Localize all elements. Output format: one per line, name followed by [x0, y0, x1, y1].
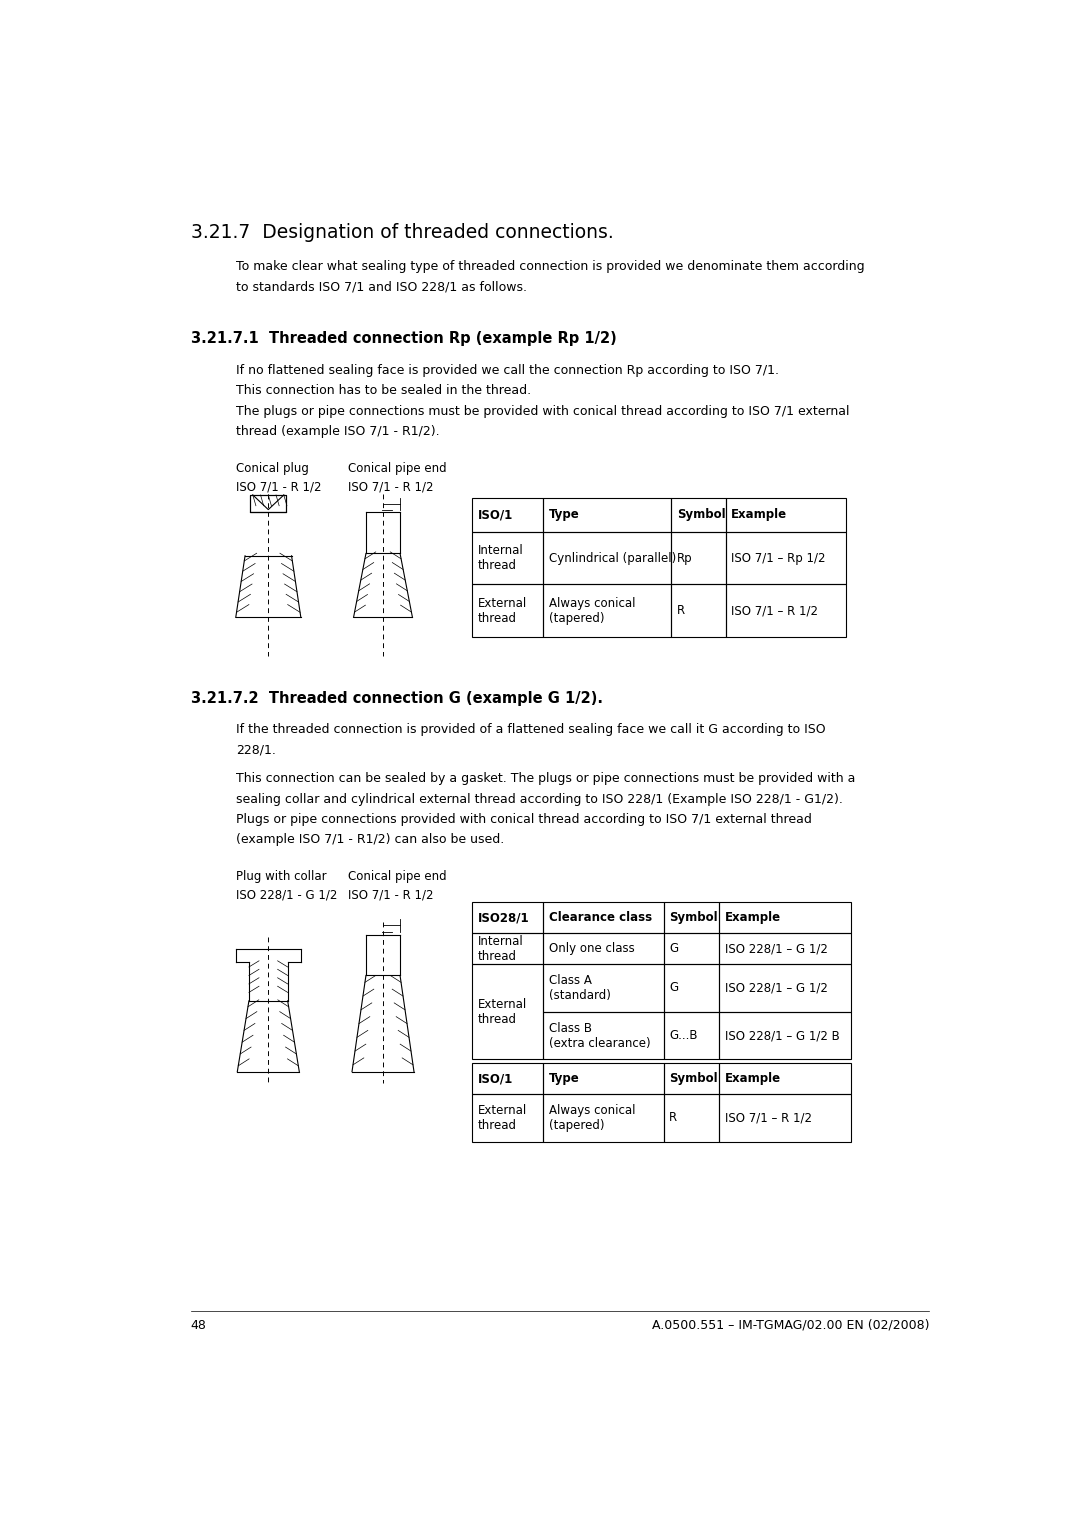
Text: ISO 7/1 – Rp 1/2: ISO 7/1 – Rp 1/2 — [731, 551, 825, 565]
Text: Symbol: Symbol — [669, 912, 717, 924]
Bar — [543, 1093, 663, 1142]
Text: If no flattened sealing face is provided we call the connection Rp according to : If no flattened sealing face is provided… — [235, 363, 779, 377]
Text: Always conical
(tapered): Always conical (tapered) — [549, 1104, 635, 1132]
Text: External
thread: External thread — [477, 597, 527, 625]
Text: 3.21.7.2  Threaded connection G (example G 1/2).: 3.21.7.2 Threaded connection G (example … — [191, 690, 603, 705]
Text: External
thread: External thread — [477, 1104, 527, 1132]
Bar — [726, 498, 846, 531]
Bar — [543, 964, 663, 1012]
Bar — [543, 1063, 663, 1093]
Bar — [543, 902, 663, 933]
Text: ISO/1: ISO/1 — [477, 1072, 513, 1086]
Text: Example: Example — [725, 1072, 781, 1086]
Text: Symbol: Symbol — [669, 1072, 717, 1086]
Bar — [663, 933, 719, 964]
Text: ISO 7/1 - R 1/2: ISO 7/1 - R 1/2 — [348, 481, 434, 493]
Text: Class B
(extra clearance): Class B (extra clearance) — [549, 1022, 650, 1049]
Text: Clearance class: Clearance class — [549, 912, 652, 924]
Text: Cynlindrical (parallel): Cynlindrical (parallel) — [549, 551, 676, 565]
Bar — [719, 933, 851, 964]
Text: 3.21.7.1  Threaded connection Rp (example Rp 1/2): 3.21.7.1 Threaded connection Rp (example… — [191, 331, 617, 347]
Bar — [472, 1093, 543, 1142]
Text: ISO 7/1 – R 1/2: ISO 7/1 – R 1/2 — [731, 605, 818, 617]
Bar — [672, 585, 726, 637]
Text: R: R — [677, 605, 685, 617]
Bar — [663, 902, 719, 933]
Text: ISO 228/1 - G 1/2: ISO 228/1 - G 1/2 — [235, 889, 337, 901]
Bar — [472, 1063, 543, 1093]
Bar — [719, 1063, 851, 1093]
Text: 228/1.: 228/1. — [235, 744, 275, 756]
Text: Rp: Rp — [677, 551, 692, 565]
Text: Only one class: Only one class — [549, 942, 635, 954]
Text: ISO 7/1 – R 1/2: ISO 7/1 – R 1/2 — [725, 1112, 812, 1124]
Bar — [472, 964, 543, 1060]
Text: thread (example ISO 7/1 - R1/2).: thread (example ISO 7/1 - R1/2). — [235, 426, 440, 438]
Text: R: R — [669, 1112, 677, 1124]
Text: ISO 228/1 – G 1/2: ISO 228/1 – G 1/2 — [725, 982, 827, 994]
Text: Always conical
(tapered): Always conical (tapered) — [549, 597, 635, 625]
Bar — [726, 531, 846, 585]
Text: Type: Type — [549, 508, 580, 522]
Text: G: G — [669, 982, 678, 994]
Text: ISO 228/1 – G 1/2 B: ISO 228/1 – G 1/2 B — [725, 1029, 839, 1041]
Bar — [472, 585, 543, 637]
Text: Conical plug: Conical plug — [235, 463, 309, 475]
Text: This connection has to be sealed in the thread.: This connection has to be sealed in the … — [235, 385, 531, 397]
Text: Type: Type — [549, 1072, 580, 1086]
Text: G: G — [669, 942, 678, 954]
Text: Example: Example — [725, 912, 781, 924]
Bar — [543, 585, 672, 637]
Text: G...B: G...B — [669, 1029, 698, 1041]
Text: If the threaded connection is provided of a flattened sealing face we call it G : If the threaded connection is provided o… — [235, 724, 825, 736]
Text: 48: 48 — [191, 1319, 206, 1332]
Text: ISO28/1: ISO28/1 — [477, 912, 529, 924]
Text: Example: Example — [731, 508, 787, 522]
Text: ISO 228/1 – G 1/2: ISO 228/1 – G 1/2 — [725, 942, 827, 954]
Text: Symbol: Symbol — [677, 508, 726, 522]
Text: ISO 7/1 - R 1/2: ISO 7/1 - R 1/2 — [235, 481, 321, 493]
Bar — [472, 902, 543, 933]
Bar — [719, 1093, 851, 1142]
Bar — [663, 1063, 719, 1093]
Bar — [672, 531, 726, 585]
Bar — [543, 1012, 663, 1060]
Bar — [719, 902, 851, 933]
Bar — [663, 1093, 719, 1142]
Text: Plugs or pipe connections provided with conical thread according to ISO 7/1 exte: Plugs or pipe connections provided with … — [235, 812, 812, 826]
Bar — [672, 498, 726, 531]
Text: to standards ISO 7/1 and ISO 228/1 as follows.: to standards ISO 7/1 and ISO 228/1 as fo… — [235, 281, 527, 293]
Bar — [543, 933, 663, 964]
Text: External
thread: External thread — [477, 997, 527, 1026]
Bar — [663, 1012, 719, 1060]
Text: Class A
(standard): Class A (standard) — [549, 974, 610, 1002]
Bar — [251, 495, 286, 512]
Text: To make clear what sealing type of threaded connection is provided we denominate: To make clear what sealing type of threa… — [235, 260, 864, 273]
Text: Internal
thread: Internal thread — [477, 935, 524, 962]
Bar — [719, 964, 851, 1012]
Bar — [726, 585, 846, 637]
Text: Conical pipe end: Conical pipe end — [348, 463, 447, 475]
Text: ISO 7/1 - R 1/2: ISO 7/1 - R 1/2 — [348, 889, 434, 901]
Text: The plugs or pipe connections must be provided with conical thread according to : The plugs or pipe connections must be pr… — [235, 405, 849, 418]
Text: 3.21.7  Designation of threaded connections.: 3.21.7 Designation of threaded connectio… — [191, 223, 613, 243]
Text: (example ISO 7/1 - R1/2) can also be used.: (example ISO 7/1 - R1/2) can also be use… — [235, 834, 504, 846]
Text: Internal
thread: Internal thread — [477, 544, 524, 573]
Bar — [663, 964, 719, 1012]
Bar — [251, 495, 286, 512]
Text: sealing collar and cylindrical external thread according to ISO 228/1 (Example I: sealing collar and cylindrical external … — [235, 793, 842, 806]
Bar — [472, 531, 543, 585]
Text: A.0500.551 – IM-TGMAG/02.00 EN (02/2008): A.0500.551 – IM-TGMAG/02.00 EN (02/2008) — [652, 1319, 930, 1332]
Bar — [543, 531, 672, 585]
Bar — [472, 933, 543, 964]
Text: This connection can be sealed by a gasket. The plugs or pipe connections must be: This connection can be sealed by a gaske… — [235, 773, 855, 785]
Text: Plug with collar: Plug with collar — [235, 870, 326, 883]
Bar — [472, 498, 543, 531]
Bar — [719, 1012, 851, 1060]
Text: ISO/1: ISO/1 — [477, 508, 513, 522]
Bar — [543, 498, 672, 531]
Text: Conical pipe end: Conical pipe end — [348, 870, 447, 883]
